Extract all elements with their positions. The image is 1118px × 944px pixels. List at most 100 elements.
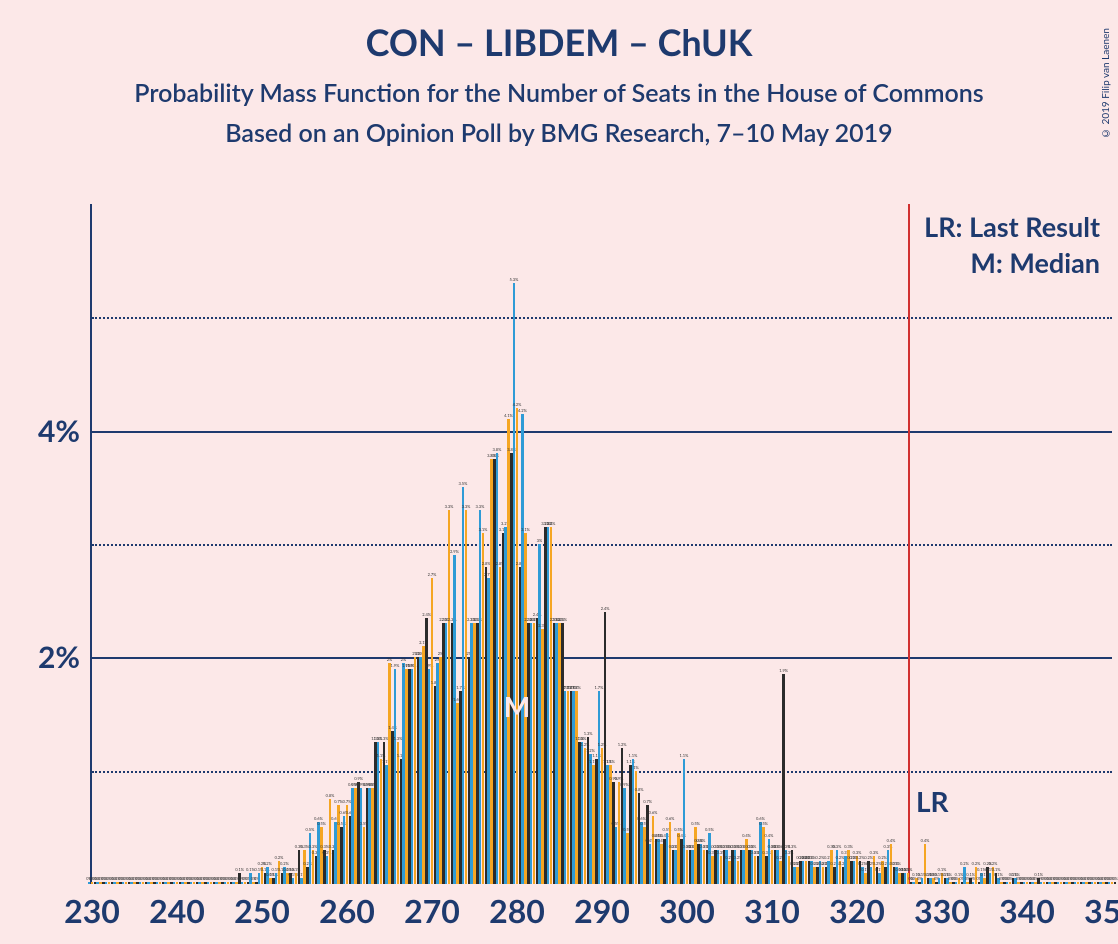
chart-subtitle-2: Based on an Opinion Poll by BMG Research… [0,118,1118,148]
bar-value-label: 1% [633,765,639,770]
bar-value-label: 0.5% [691,821,700,826]
legend-last-result: LR: Last Result [924,210,1100,243]
legend-median: M: Median [970,246,1100,279]
bar-value-label: 3.3% [462,504,471,509]
bar-value-label: 0.2% [858,861,867,866]
bar-value-label: 0.2% [275,855,284,860]
bar-value-label: 0.2% [856,855,865,860]
bar-value-label: 3.3% [475,504,484,509]
bar-value-label: 2.3% [558,617,567,622]
bar-value-label: 0.3% [853,850,862,855]
bar-value-label: 0.4% [887,838,896,843]
x-axis-label: 300 [659,891,715,930]
bar-value-label: 1.3% [584,731,593,736]
bar-value-label: 0.2% [263,861,272,866]
y-axis-label: 2% [38,639,80,675]
gridline-minor [92,317,1112,319]
bar-value-label: 0.2% [892,861,901,866]
bar-value-label: 0.3% [832,844,841,849]
x-axis-label: 250 [234,891,290,930]
gridline-major [92,657,1112,659]
bar-value-label: 2% [387,657,393,662]
bar-value-label: 1.9% [390,663,399,668]
bar-value-label: 0.6% [666,816,675,821]
x-axis-label: 260 [319,891,375,930]
bar-value-label: 0.5% [305,827,314,832]
bar-value-label: 3.2% [547,521,556,526]
bar-value-label: 2.7% [428,572,437,577]
bar-value-label: 3.1% [521,527,530,532]
bar-value-label: 0.7% [334,799,343,804]
chart-subtitle-1: Probability Mass Function for the Number… [0,78,1118,108]
bar-value-label: 0.4% [696,838,705,843]
bar-value-label: 0.4% [764,833,773,838]
bar-value-label: 0.6% [314,816,323,821]
median-marker: M [504,689,530,723]
bar-value-label: 0.2% [960,861,969,866]
plot-region: 2%4%230240250260270280290300310320330340… [90,204,1110,884]
copyright-text: © 2019 Filip van Laenen [1100,28,1112,139]
last-result-line [908,204,910,884]
x-axis-label: 270 [404,891,460,930]
x-axis-label: 330 [914,891,970,930]
x-axis-label: 240 [149,891,205,930]
bar-chuk [1114,882,1117,884]
bar-value-label: 0.5% [759,821,768,826]
bar-value-label: 1.7% [594,685,603,690]
bar-value-label: 0.3% [773,844,782,849]
y-axis-label: 4% [38,413,80,449]
bar-value-label: 3.5% [458,481,467,486]
x-axis-label: 350 [1084,891,1118,930]
bar-value-label: 2.4% [601,606,610,611]
bar-value-label: 0.8% [635,787,644,792]
gridline-minor [92,544,1112,546]
chart-title: CON – LIBDEM – ChUK [0,20,1118,64]
bar-value-label: 3% [537,538,543,543]
bar-value-label: 5.3% [509,277,518,282]
bar-value-label: 0.1% [938,867,947,872]
bar-value-label: 1.3% [577,736,586,741]
bar-value-label: 0.4% [921,838,930,843]
bar-value-label: 3.3% [445,504,454,509]
x-axis-label: 280 [489,891,545,930]
bar-value-label: 0.2% [815,855,824,860]
last-result-marker: LR [916,784,949,818]
bar-value-label: 1.2% [586,748,595,753]
bar-value-label: 1.1% [628,753,637,758]
bar-value-label: 1.1% [606,759,615,764]
bar-value-label: 0.2% [280,861,289,866]
bar-value-label: 1.2% [618,742,627,747]
bar-value-label: 0.3% [870,850,879,855]
gridline-major [92,431,1112,433]
bar-value-label: 0.1% [904,867,913,872]
bar-value-label: 0.6% [756,816,765,821]
bar-value-label: 0.1% [977,867,986,872]
bar-value-label: 0.4% [742,833,751,838]
bar-value-label: 0.3% [844,844,853,849]
bar-value-label: 0.2% [807,855,816,860]
bar-value-label: 0.6% [649,810,658,815]
x-axis-label: 340 [999,891,1055,930]
bar-value-label: 1.9% [779,668,788,673]
bar-value-label: 0.2% [989,861,998,866]
bar-value-label: 0.6% [637,816,646,821]
bar-value-label: 0.1% [992,867,1001,872]
bar-value-label: 0.9% [354,776,363,781]
bar-value-label: 0% [1112,876,1118,881]
bar-value-label: 0.1% [246,867,255,872]
bar-value-label: 0.2% [972,861,981,866]
x-axis-label: 320 [829,891,885,930]
bar-value-label: 4.2% [518,408,527,413]
x-axis-label: 290 [574,891,630,930]
bar-value-label: 2.9% [450,549,459,554]
bar-value-label: 0.5% [317,821,326,826]
bar-value-label: 0.3% [788,844,797,849]
bar-value-label: 4.2% [513,402,522,407]
bar-value-label: 1.1% [679,753,688,758]
bar-value-label: 0.7% [643,799,652,804]
bar-value-label: 0.9% [620,782,629,787]
chart-plot-area: 2%4%230240250260270280290300310320330340… [90,204,1110,884]
bar-value-label: 1.7% [572,685,581,690]
x-axis-label: 310 [744,891,800,930]
bar-value-label: 3.1% [479,527,488,532]
